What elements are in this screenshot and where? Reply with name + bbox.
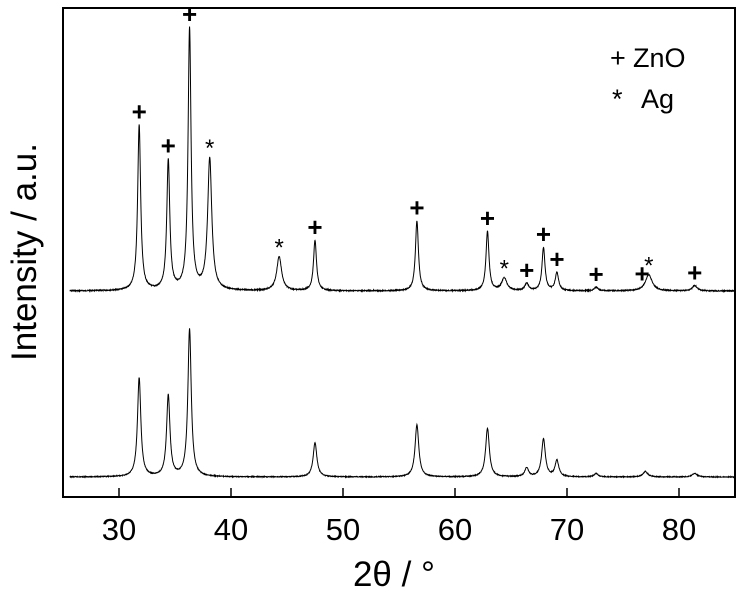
ag-peak-marker: * [500, 255, 509, 282]
ag-peak-marker: * [644, 253, 653, 280]
zno-peak-marker: + [687, 257, 702, 287]
x-tick-label: 70 [550, 512, 584, 547]
y-axis-title: Intensity / a.u. [5, 143, 44, 361]
zno-peak-marker: + [132, 96, 147, 126]
x-ticks: 30 40 50 60 70 80 [102, 488, 696, 547]
legend-label-zno: ZnO [633, 43, 686, 73]
legend: + ZnO * Ag [610, 43, 686, 114]
ag-peak-marker: * [205, 135, 214, 162]
zno-peak-marker: + [634, 259, 649, 289]
legend-label-ag: Ag [641, 84, 674, 114]
x-tick-label: 50 [326, 512, 360, 547]
zno-peak-marker: + [536, 219, 551, 249]
x-tick-label: 30 [102, 512, 136, 547]
pattern-lower [69, 328, 735, 479]
ag-peak-marker: * [274, 234, 283, 261]
x-tick-label: 80 [662, 512, 696, 547]
zno-peak-marker: + [307, 212, 322, 242]
peak-markers: +++**++ +* ++++ +* + [132, 0, 703, 289]
x-tick-label: 40 [214, 512, 248, 547]
legend-symbol-zno: + [610, 43, 626, 73]
zno-peak-marker: + [409, 193, 424, 223]
zno-peak-marker: + [161, 130, 176, 160]
zno-peak-marker: + [589, 259, 604, 289]
legend-symbol-ag: * [612, 84, 623, 114]
pattern-curves [69, 26, 735, 479]
x-tick-label: 60 [438, 512, 472, 547]
plot-frame [62, 7, 736, 498]
x-axis-title: 2θ / ° [353, 555, 435, 594]
pattern-upper [69, 26, 735, 294]
zno-peak-marker: + [549, 244, 564, 274]
zno-peak-marker: + [480, 203, 495, 233]
zno-peak-marker: + [182, 0, 197, 29]
zno-peak-marker: + [519, 255, 534, 285]
